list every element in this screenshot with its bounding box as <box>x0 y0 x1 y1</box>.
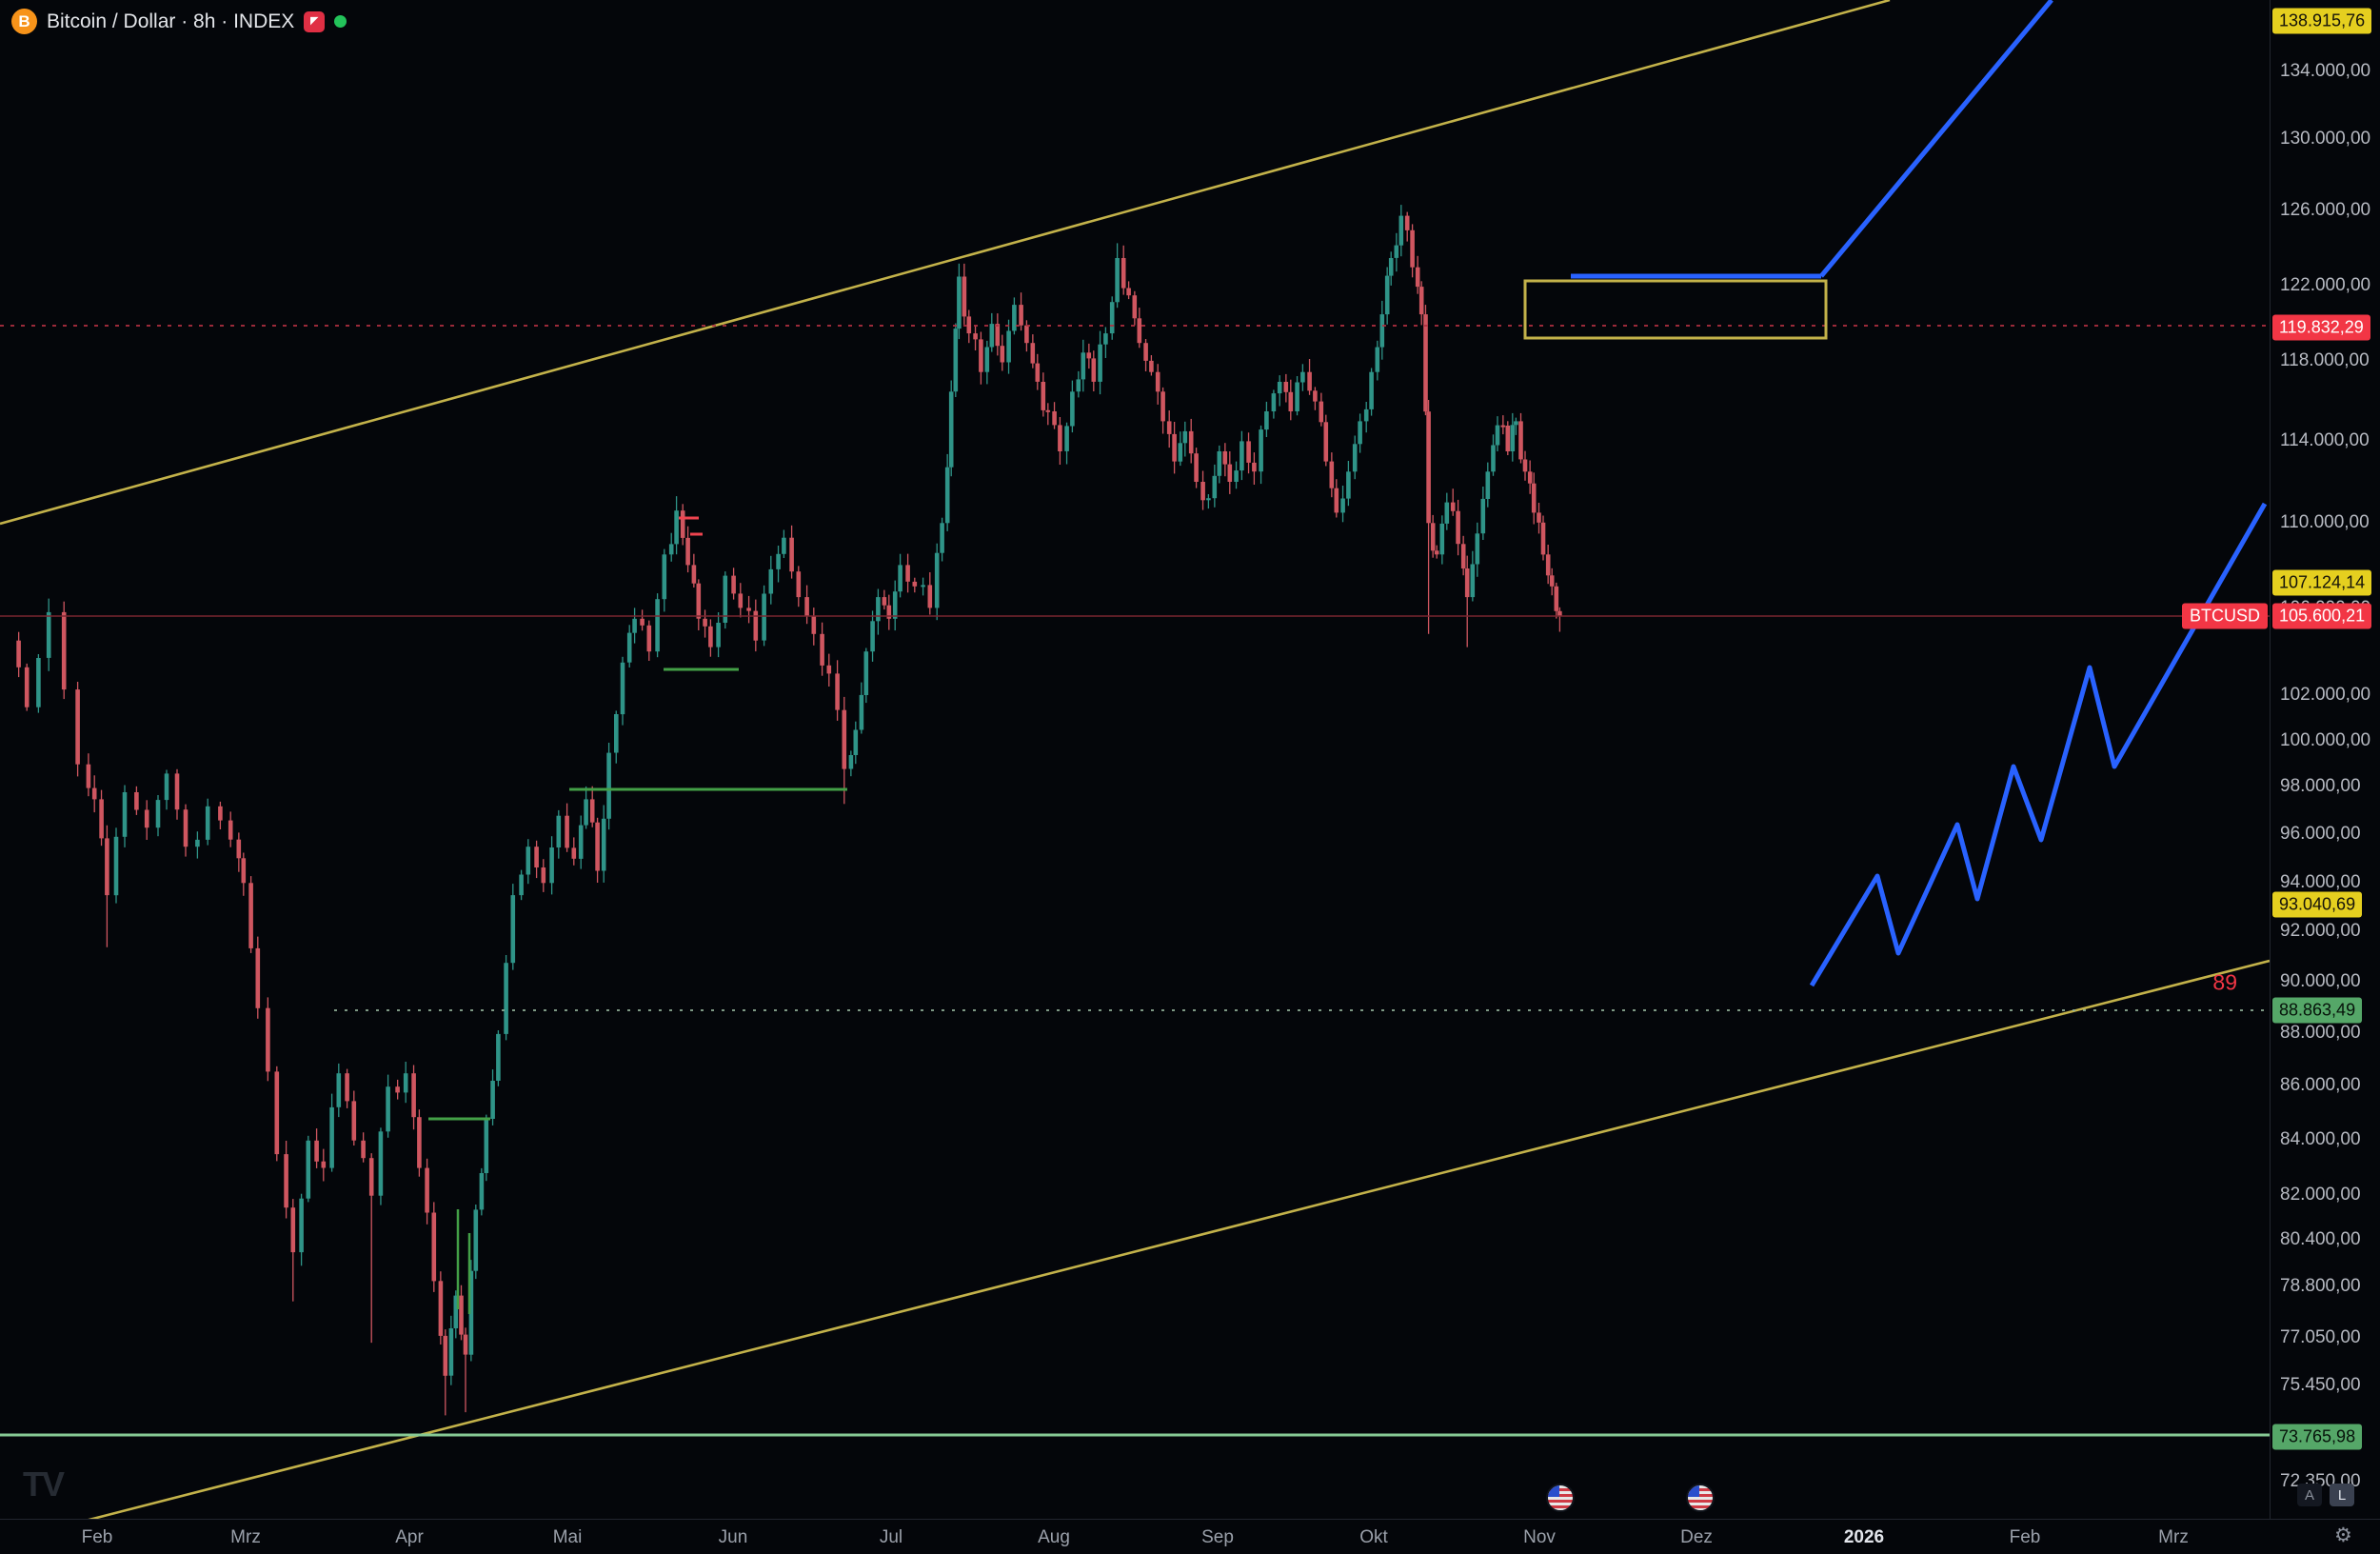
price-tick-label: 78.800,00 <box>2280 1276 2361 1296</box>
price-chart-canvas[interactable] <box>0 0 2270 1519</box>
time-tick-label: Jul <box>879 1527 903 1547</box>
price-tick-label: 98.000,00 <box>2280 776 2361 796</box>
bitcoin-icon: B <box>11 9 37 34</box>
price-tick-label: 114.000,00 <box>2280 430 2370 450</box>
auto-scale-toggle[interactable]: A <box>2297 1484 2322 1506</box>
price-tick-label: 90.000,00 <box>2280 971 2361 991</box>
price-tick-label: 100.000,00 <box>2280 730 2371 750</box>
price-label-green: 88.863,49 <box>2272 997 2363 1024</box>
price-label-yellow: 93.040,69 <box>2272 891 2363 918</box>
time-tick-label: Mai <box>552 1527 583 1547</box>
level-89-label: 89 <box>2212 969 2237 995</box>
time-tick-label: Dez <box>1680 1527 1713 1547</box>
drawings-layer <box>0 0 2270 1519</box>
price-label-green: 73.765,98 <box>2272 1424 2363 1450</box>
event-badge-icon-1[interactable] <box>1546 1484 1575 1512</box>
blue-breakout-line[interactable] <box>1819 0 2053 278</box>
gear-icon[interactable]: ⚙ <box>2334 1524 2352 1546</box>
price-tick-label: 118.000,00 <box>2280 350 2370 370</box>
upper-channel-line[interactable] <box>0 0 1891 526</box>
supply-box[interactable] <box>1523 279 1828 340</box>
price-tick-label: 92.000,00 <box>2280 921 2361 941</box>
market-status-dot-icon[interactable] <box>334 15 347 28</box>
time-tick-label: Mrz <box>2158 1527 2189 1547</box>
price-tick-label: 80.400,00 <box>2280 1229 2361 1249</box>
price-tick-label: 126.000,00 <box>2280 200 2371 220</box>
price-tick-label: 75.450,00 <box>2280 1375 2361 1395</box>
price-tick-label: 88.000,00 <box>2280 1023 2361 1043</box>
flag-glyph: ◤ <box>310 15 319 27</box>
time-tick-label: Okt <box>1359 1527 1388 1547</box>
price-tick-label: 110.000,00 <box>2280 512 2370 532</box>
blue-zigzag-projection[interactable] <box>1809 502 2268 987</box>
time-tick-label: Feb <box>2009 1527 2041 1547</box>
data-flag-icon[interactable]: ◤ <box>304 10 326 32</box>
price-tick-label: 86.000,00 <box>2280 1075 2361 1095</box>
lower-channel-line[interactable] <box>0 959 2270 1519</box>
time-tick-label: Aug <box>1038 1527 1070 1547</box>
price-label-red: 105.600,21 <box>2272 603 2372 629</box>
time-tick-label: Apr <box>395 1527 424 1547</box>
price-label-yellow: 138.915,76 <box>2272 8 2372 34</box>
price-label-red: 119.832,29 <box>2272 314 2370 341</box>
price-label-yellow: 107.124,14 <box>2272 569 2372 596</box>
symbol-header[interactable]: B Bitcoin / Dollar · 8h · INDEX ◤ <box>11 9 347 34</box>
price-tick-label: 102.000,00 <box>2280 685 2371 705</box>
current-price-symbol-tag: BTCUSD <box>2181 603 2268 629</box>
event-badge-icon-2[interactable] <box>1686 1484 1715 1512</box>
price-tick-label: 122.000,00 <box>2280 275 2371 295</box>
time-tick-label: Feb <box>81 1527 113 1547</box>
price-tick-label: 96.000,00 <box>2280 824 2361 844</box>
price-tick-label: 82.000,00 <box>2280 1185 2361 1205</box>
price-tick-label: 134.000,00 <box>2280 61 2371 81</box>
symbol-title[interactable]: Bitcoin / Dollar · 8h · INDEX <box>47 10 295 32</box>
time-tick-label: Mrz <box>230 1527 261 1547</box>
time-tick-label: Jun <box>718 1527 748 1547</box>
price-tick-label: 130.000,00 <box>2280 129 2371 149</box>
price-tick-label: 84.000,00 <box>2280 1129 2361 1149</box>
time-tick-label: Sep <box>1201 1527 1234 1547</box>
time-axis[interactable]: Feb Mrz Apr Mai Jun Jul Aug Sep Okt Nov Dez 2026 Feb… <box>0 1519 2380 1554</box>
time-tick-label: 2026 <box>1843 1527 1885 1547</box>
time-tick-label: Nov <box>1523 1527 1556 1547</box>
price-tick-label: 77.050,00 <box>2280 1327 2361 1347</box>
price-axis[interactable]: 134.000,00 130.000,00 126.000,00 122.000,00… <box>2270 0 2380 1519</box>
candles-layer <box>16 205 1562 1416</box>
price-tick-label: 94.000,00 <box>2280 872 2361 892</box>
tradingview-watermark[interactable]: TV <box>23 1464 65 1504</box>
log-scale-toggle[interactable]: L <box>2330 1484 2354 1506</box>
